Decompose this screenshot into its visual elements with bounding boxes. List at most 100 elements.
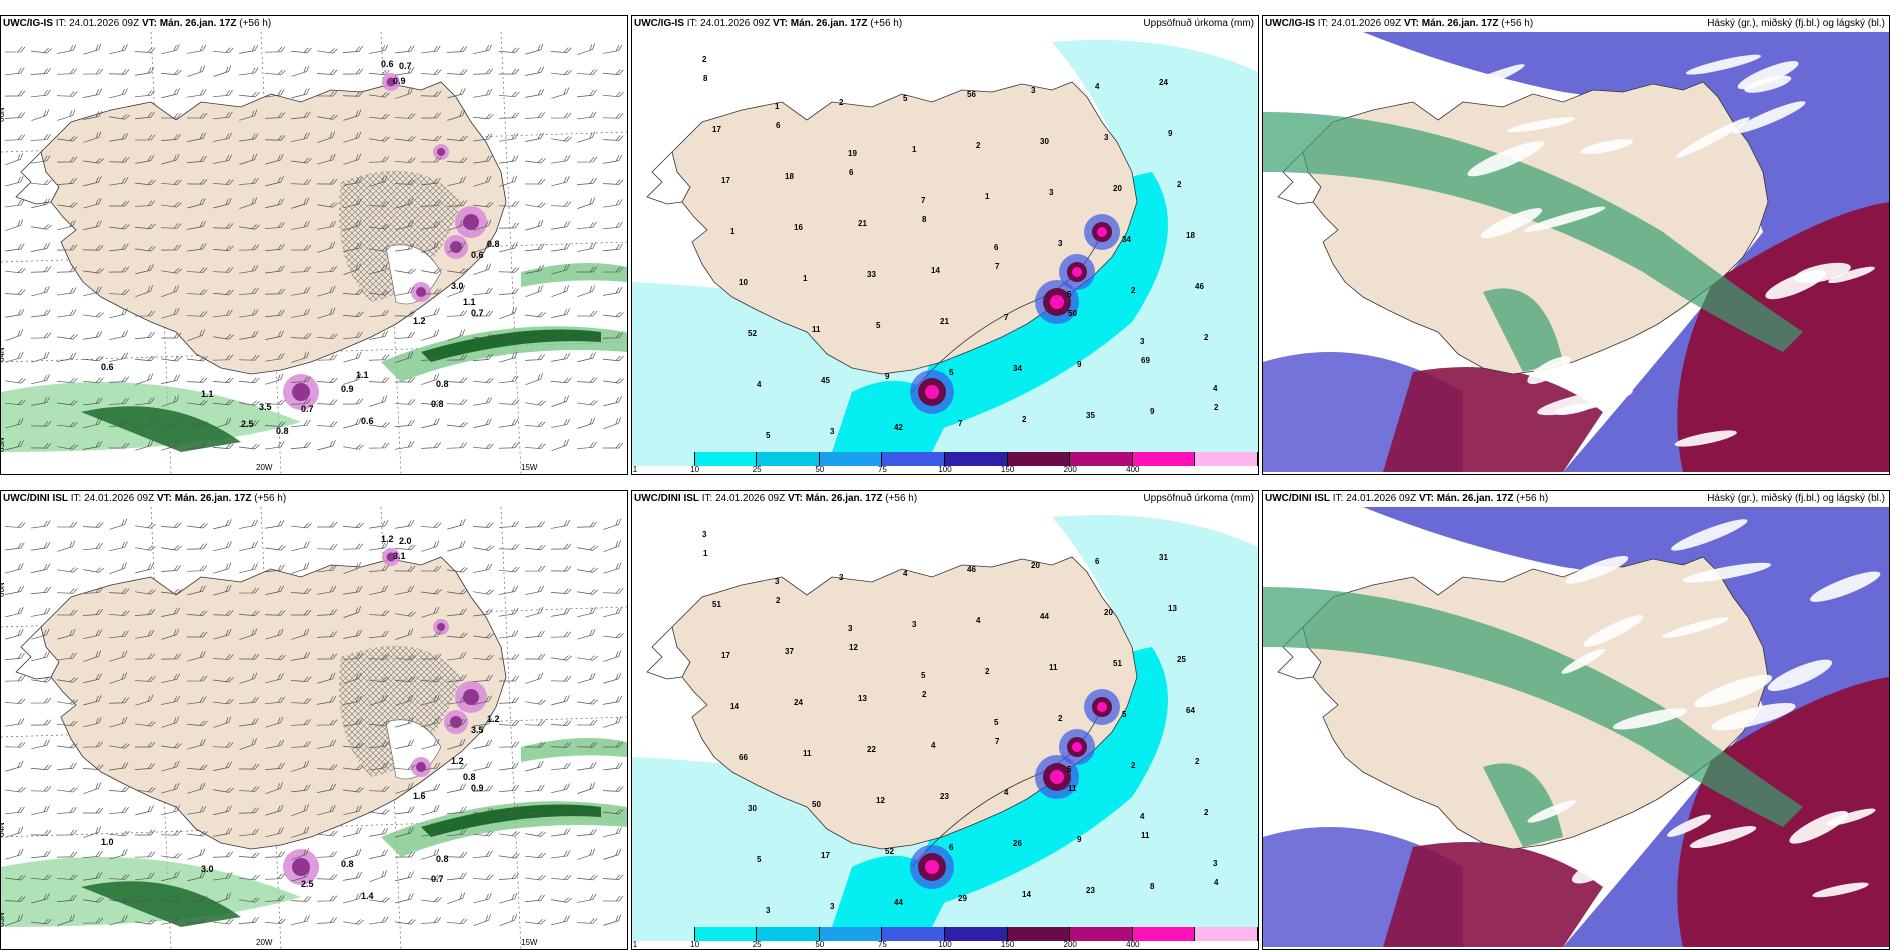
precip-value-label: 5 [757,855,762,864]
precip-value-label: 3 [830,902,835,911]
valid-time: Mán. 26.jan. 17Z [790,18,868,29]
precip-value-label: 2 [1177,180,1182,189]
precip-value-label: 16 [794,223,803,232]
colorbar-tick: 100 [938,465,952,474]
precip-value-label: 2 [985,667,990,676]
it-label: IT: [686,18,698,29]
precip-value-label: 11 [1049,663,1058,672]
precip-value-label: 1 [703,549,708,558]
wind-value-label: 1.2 [381,534,394,544]
colorbar-swatch [1195,927,1258,941]
precip-value-label: 1 [912,145,917,154]
colorbar-swatch [945,927,1008,941]
colorbar-tick: 400 [1126,465,1140,474]
precip-value-label: 11 [803,749,812,758]
precip-value-label: 3 [1031,86,1036,95]
precip-value-label: 46 [1195,282,1204,291]
colorbar-tick: 1 [632,465,638,474]
wind-value-label: 1.0 [101,837,114,847]
precip-value-label: 5 [921,671,926,680]
colorbar-swatch [1132,452,1196,466]
precip-value-label: 11 [1068,784,1077,793]
lat-label: 63N [1,912,6,927]
precip-value-label: 1 [730,227,735,236]
lead-time: (+56 h) [239,18,272,29]
precip-value-label: 37 [785,647,794,656]
colorbar-tick: 10 [690,465,700,474]
precip-value-label: 3 [775,577,780,586]
panel-header: UWC/IG-IS IT: 24.01.2026 09Z VT: Mán. 26… [1263,16,1889,32]
colorbar-swatch [945,452,1008,466]
colorbar: 1 10 25 50 75 100 150 200 400 [632,452,1258,474]
precip-value-label: 14 [730,702,739,711]
precip-value-label: 52 [748,329,757,338]
wind-value-label: 3.5 [259,402,272,412]
precip-value-label: 66 [739,753,748,762]
wind-value-label: 0.6 [361,416,374,426]
precip-value-label: 8 [922,215,927,224]
precip-value-label: 5 [1067,765,1072,774]
precip-value-label: 7 [1004,313,1009,322]
precip-value-label: 51 [1113,659,1122,668]
it-label: IT: [1332,493,1344,504]
precip-value-label: 21 [940,317,949,326]
model-name: UWC/IG-IS [1265,18,1315,29]
precip-value-label: 3 [1104,133,1109,142]
precip-value-label: 2 [776,596,781,605]
map-panel-1: UWC/IG-IS IT: 24.01.2026 09Z VT: Mán. 26… [0,15,628,475]
precip-value-label: 7 [958,419,963,428]
vt-label: VT: [141,18,157,29]
precip-value-label: 35 [1086,411,1095,420]
map-panel-4: UWC/DINI ISL IT: 24.01.2026 09Z VT: Mán.… [0,490,628,950]
precip-value-label: 19 [848,149,857,158]
precip-value-label: 23 [940,792,949,801]
colorbar-tick: 100 [938,940,952,949]
precip-value-label: 44 [894,898,903,907]
colorbar-swatch [1070,452,1133,466]
precip-value-label: 13 [858,694,867,703]
colorbar-tick: 150 [1000,465,1015,474]
panel-header: UWC/IG-IS IT: 24.01.2026 09Z VT: Mán. 26… [632,16,1258,32]
precip-value-label: 45 [821,376,830,385]
init-time: 24.01.2026 09Z [715,493,786,504]
precip-value-label: 5 [1067,290,1072,299]
it-label: IT: [1317,18,1329,29]
valid-time: Mán. 26.jan. 17Z [1421,18,1499,29]
precip-value-label: 4 [976,616,981,625]
colorbar-swatch [819,927,883,941]
it-label: IT: [70,493,82,504]
lon-label: 15W [521,463,538,472]
precip-value-label: 6 [1095,557,1100,566]
colorbar-swatch [694,927,758,941]
precip-value-label: 8 [703,74,708,83]
lat-label: 66N [1,107,6,122]
wind-value-label: 0.8 [487,239,500,249]
precip-value-label: 2 [1058,714,1063,723]
wind-value-label: 0.7 [431,874,444,884]
precip-value-label: 2 [1131,761,1136,770]
it-label: IT: [55,18,67,29]
wind-value-label: 0.7 [301,404,314,414]
precip-value-label: 8 [1150,882,1155,891]
wind-value-label: 3.1 [393,551,406,561]
lat-label: 64N [1,822,6,837]
colorbar-tick: 1 [632,940,638,949]
precip-value-label: 25 [1177,655,1186,664]
lead-time: (+56 h) [870,18,903,29]
map-panel-6: UWC/DINI ISL IT: 24.01.2026 09Z VT: Mán.… [1262,490,1890,950]
lead-time: (+56 h) [1501,18,1534,29]
colorbar: 1 10 25 50 75 100 150 200 400 [632,927,1258,949]
precip-value-label: 12 [849,643,858,652]
wind-value-label: 1.1 [356,370,369,380]
precip-value-label: 18 [1186,231,1195,240]
precip-value-label: 3 [848,624,853,633]
lead-time: (+56 h) [1516,493,1549,504]
colorbar-tick: 400 [1126,940,1140,949]
init-time: 24.01.2026 09Z [700,18,771,29]
precip-value-label: 31 [1159,553,1168,562]
init-time: 24.01.2026 09Z [84,493,155,504]
precip-value-label: 3 [1213,859,1218,868]
colorbar-tick: 200 [1063,940,1077,949]
panel-header: UWC/IG-IS IT: 24.01.2026 09Z VT: Mán. 26… [1,16,627,32]
